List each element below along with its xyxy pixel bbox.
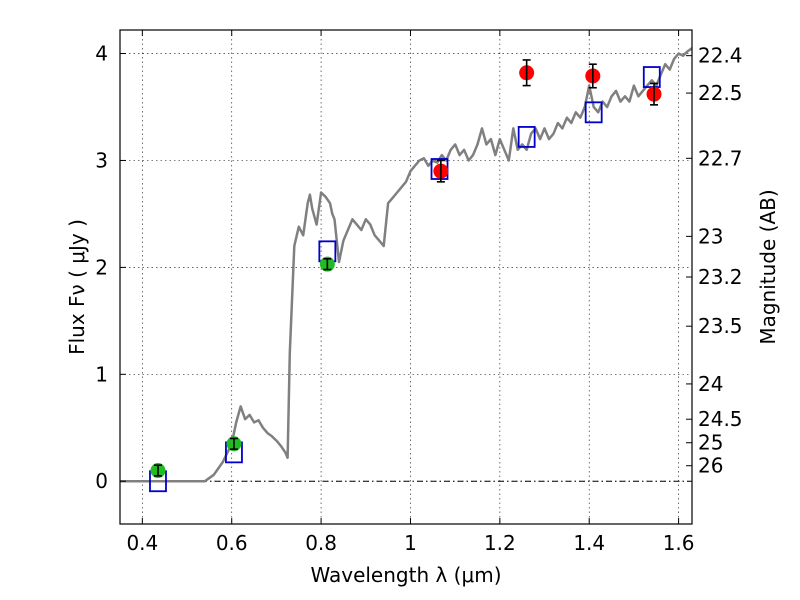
magnitude-tick-label: 22.7: [698, 146, 743, 170]
magnitude-tick-label: 24.5: [698, 407, 743, 431]
magnitude-tick-label: 22.5: [698, 81, 743, 105]
x-tick-label: 1: [404, 531, 417, 555]
x-tick-label: 0.4: [126, 531, 158, 555]
model-spectrum: [120, 47, 693, 483]
y-tick-label: 4: [95, 42, 108, 66]
magnitude-tick-label: 23.5: [698, 314, 743, 338]
right-axis-title: Magnitude (AB): [756, 189, 780, 344]
y-tick-label: 3: [95, 148, 108, 172]
spectrum-line: [120, 47, 693, 483]
y-axis-title: Flux Fν ( μJy ): [65, 219, 89, 355]
x-tick-label: 0.8: [305, 531, 337, 555]
x-tick-label: 1.4: [573, 531, 605, 555]
y-tick-label: 2: [95, 255, 108, 279]
model-bandpass-squares: [149, 66, 661, 493]
bandpass-square: [517, 126, 536, 148]
magnitude-tick-label: 25: [698, 431, 723, 455]
magnitude-tick-label: 23: [698, 224, 723, 248]
bandpass-square: [584, 101, 603, 124]
magnitude-tick-label: 23.2: [698, 265, 743, 289]
x-axis-ticks: 0.4 0.6 0.8 1 1.2 1.4 1.6: [126, 30, 695, 555]
x-axis-title: Wavelength λ (μm): [310, 563, 501, 587]
magnitude-tick-label: 24: [698, 372, 723, 396]
x-tick-label: 1.6: [663, 531, 695, 555]
y-tick-label: 1: [95, 362, 108, 386]
y-axis-ticks: 0 1 2 3 4: [95, 42, 126, 493]
optical-detections: [150, 256, 335, 479]
x-tick-label: 1.2: [484, 531, 516, 555]
infrared-detections: [433, 59, 662, 183]
magnitude-tick-label: 26: [698, 454, 723, 478]
y-tick-label: 0: [95, 469, 108, 493]
x-tick-label: 0.6: [216, 531, 248, 555]
magnitude-tick-label: 22.4: [698, 44, 743, 68]
